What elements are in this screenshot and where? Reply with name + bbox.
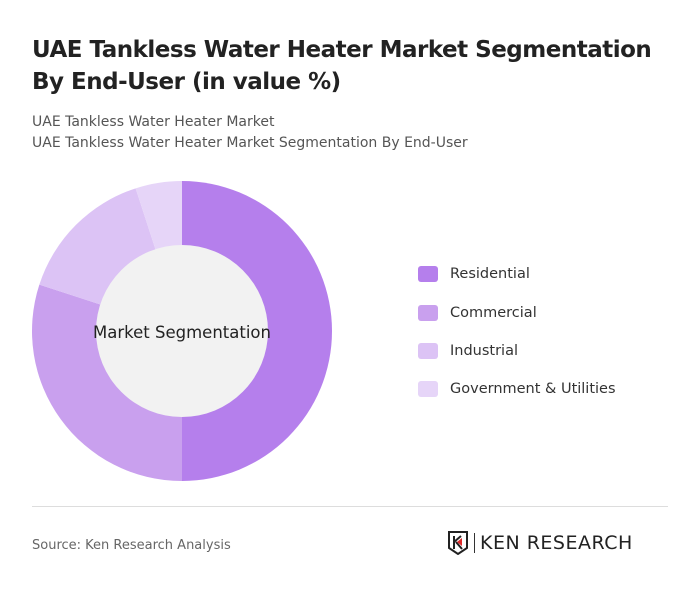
subtitle-segmentation: UAE Tankless Water Heater Market Segment… (32, 135, 468, 151)
legend-swatch (418, 266, 438, 282)
donut-chart: Market Segmentation (31, 181, 332, 481)
legend-label: Industrial (450, 343, 519, 359)
logo-shield-icon (448, 531, 468, 555)
source-note: Source: Ken Research Analysis (32, 538, 231, 553)
legend-swatch (418, 343, 438, 359)
ken-research-logo: KEN RESEARCH (448, 531, 633, 555)
donut-hole (96, 245, 268, 417)
legend-label: Government & Utilities (450, 381, 616, 397)
center-label: Market Segmentation (93, 323, 271, 342)
legend-label: Residential (450, 266, 530, 282)
subtitle-market: UAE Tankless Water Heater Market (32, 114, 275, 130)
legend-item[interactable]: Government & Utilities (418, 379, 616, 399)
chart-title: UAE Tankless Water Heater Market Segment… (32, 37, 652, 95)
legend-swatch (418, 381, 438, 397)
divider (32, 506, 668, 507)
legend-label: Commercial (450, 305, 537, 321)
legend-item[interactable]: Commercial (418, 303, 537, 323)
legend-swatch (418, 305, 438, 321)
logo-text: KEN RESEARCH (474, 533, 633, 553)
legend-item[interactable]: Industrial (418, 341, 518, 361)
legend-item[interactable]: Residential (418, 264, 530, 284)
